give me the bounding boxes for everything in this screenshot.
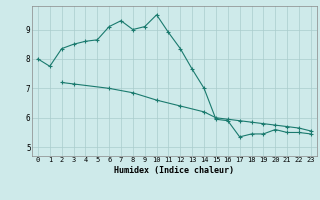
X-axis label: Humidex (Indice chaleur): Humidex (Indice chaleur) bbox=[115, 166, 234, 175]
